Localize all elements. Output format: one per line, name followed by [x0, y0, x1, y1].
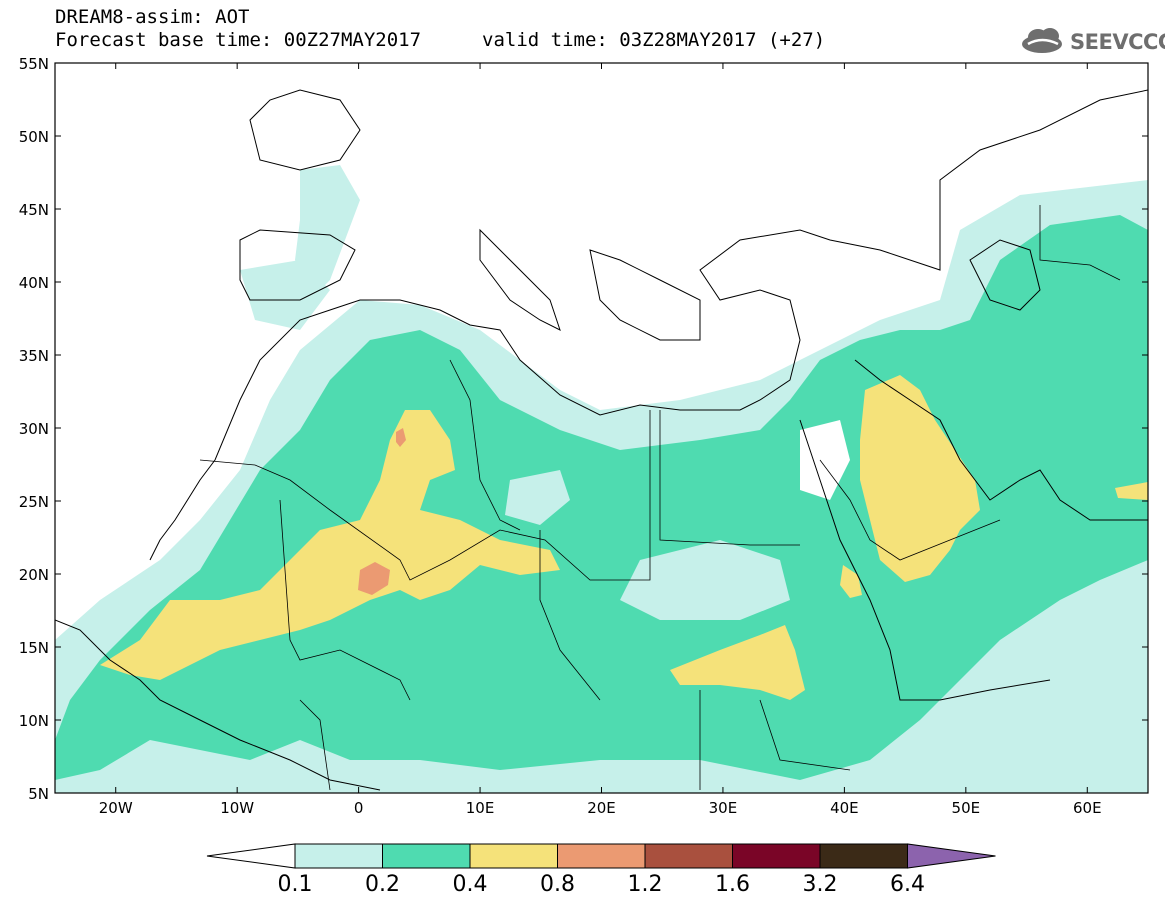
lon-label: 10E [466, 799, 495, 817]
lon-label: 20E [587, 799, 616, 817]
longitude-axis: 20W 10W 0 10E 20E 30E 40E 50E 60E [99, 63, 1102, 817]
colorbar-segment [819, 843, 908, 869]
colorbar-segment [382, 843, 471, 869]
colorbar-label: 0.8 [540, 872, 575, 897]
colorbar-label: 6.4 [890, 872, 925, 897]
latitude-axis: 55N 50N 45N 40N 35N 30N 25N 20N 15N 10N 5N [19, 55, 1148, 803]
lat-label: 50N [19, 128, 49, 146]
aot-band-orange-mali [358, 562, 390, 595]
lat-label: 55N [19, 55, 49, 73]
aot-clear-patch-2 [620, 540, 790, 620]
aot-clear-patch-3 [800, 420, 850, 500]
colorbar-label: 0.2 [365, 872, 400, 897]
colorbar-segment [469, 843, 558, 869]
lat-label: 40N [19, 274, 49, 292]
aot-band-light-north [295, 165, 360, 300]
aot-band-yellow-eritrea [840, 565, 862, 598]
lat-label: 20N [19, 566, 49, 584]
aot-band-yellow-sudan [670, 625, 805, 700]
colorbar-label: 0.1 [277, 872, 313, 897]
aot-band-yellow-sahara [100, 410, 560, 680]
aot-fields [55, 165, 1148, 793]
colorbar-segment [294, 843, 383, 869]
country-borders [199, 205, 1121, 791]
lon-label: 20W [99, 799, 133, 817]
lon-label: 40E [830, 799, 859, 817]
colorbar-label: 0.4 [452, 872, 488, 897]
colorbar-segment [732, 843, 821, 869]
aot-band-light-spain [240, 260, 330, 330]
lon-label: 0 [354, 799, 364, 817]
lon-label: 30E [709, 799, 738, 817]
cloud-icon [1022, 28, 1062, 53]
colorbar-label: 1.6 [715, 872, 750, 897]
lat-label: 10N [19, 712, 49, 730]
lon-label: 10W [220, 799, 254, 817]
logo-text: SEEVCCC [1070, 30, 1165, 54]
lat-label: 45N [19, 201, 49, 219]
colorbar-segment [557, 843, 646, 869]
colorbar [206, 843, 996, 869]
forecast-base-time: Forecast base time: 00Z27MAY2017 [55, 29, 422, 51]
aot-band-yellow-arabia [860, 375, 980, 582]
colorbar-label: 3.2 [802, 872, 838, 897]
aot-band-yellow-gulf [1115, 482, 1148, 500]
lat-label: 15N [19, 639, 49, 657]
aot-band-orange-algeria [396, 428, 406, 447]
colorbar-over-arrow [907, 843, 996, 869]
lat-label: 30N [19, 420, 49, 438]
map-title: DREAM8-assim: AOT [55, 6, 250, 28]
lat-label: 35N [19, 347, 49, 365]
lat-label: 25N [19, 493, 49, 511]
lon-label: 60E [1073, 799, 1102, 817]
aot-clear-patch-1 [505, 470, 570, 525]
seevccc-logo [1022, 28, 1062, 53]
colorbar-label: 1.2 [627, 872, 663, 897]
colorbar-segment [644, 843, 733, 869]
colorbar-under-arrow [206, 843, 296, 869]
lon-label: 50E [952, 799, 981, 817]
valid-time: valid time: 03Z28MAY2017 (+27) [482, 29, 826, 51]
aot-band-green [55, 215, 1148, 780]
lat-label: 5N [28, 785, 49, 803]
coastlines [55, 89, 1148, 791]
